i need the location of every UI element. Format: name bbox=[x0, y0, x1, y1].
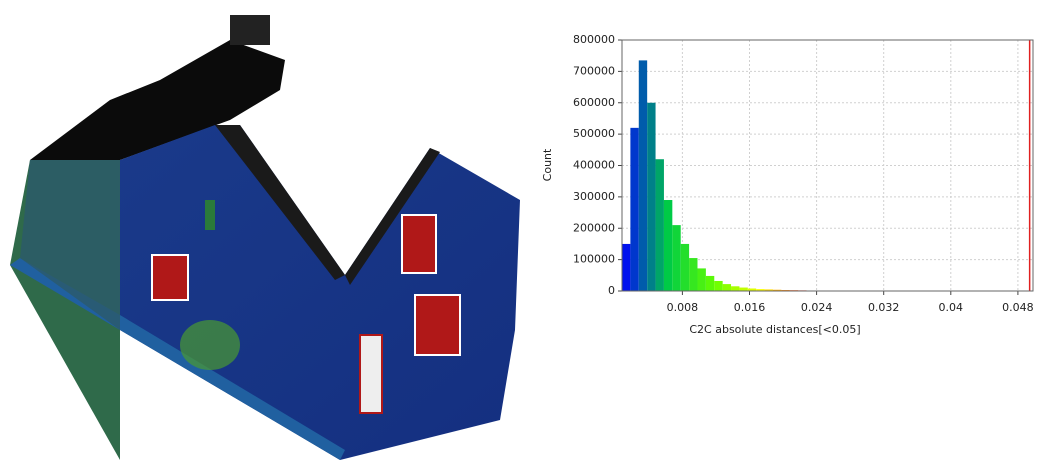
histogram-bar bbox=[731, 286, 739, 291]
y-tick-label: 100000 bbox=[573, 253, 615, 266]
histogram-bar bbox=[689, 258, 697, 291]
y-tick-label: 400000 bbox=[573, 159, 615, 172]
histogram-bar bbox=[630, 128, 638, 291]
y-tick-label: 300000 bbox=[573, 190, 615, 203]
histogram-bar bbox=[672, 225, 680, 291]
window bbox=[152, 255, 188, 300]
histogram-bar bbox=[706, 276, 714, 291]
window bbox=[360, 335, 382, 413]
page: {"chart_data": {"type": "histogram", "x_… bbox=[0, 0, 1040, 464]
chimney bbox=[230, 15, 270, 45]
x-tick-label: 0.04 bbox=[939, 301, 964, 314]
y-tick-label: 200000 bbox=[573, 221, 615, 234]
vegetation bbox=[180, 320, 240, 370]
histogram-bar bbox=[697, 268, 705, 291]
histogram-bar bbox=[647, 103, 655, 291]
histogram-bar bbox=[639, 60, 647, 291]
x-tick-label: 0.016 bbox=[734, 301, 766, 314]
figure: Count C2C absolute distances[<0.05] 0 100… bbox=[0, 0, 1040, 464]
histogram-bar bbox=[664, 200, 672, 291]
histogram-bar bbox=[723, 284, 731, 291]
x-tick-label: 0.024 bbox=[801, 301, 833, 314]
x-axis-label: C2C absolute distances[<0.05] bbox=[689, 323, 860, 336]
y-tick-label: 800000 bbox=[573, 33, 615, 46]
x-tick-label: 0.032 bbox=[868, 301, 900, 314]
point-cloud-image bbox=[10, 15, 520, 460]
window bbox=[402, 215, 436, 273]
histogram-bar bbox=[656, 159, 664, 291]
histogram-bar bbox=[739, 288, 747, 291]
histogram-bar bbox=[622, 244, 630, 291]
y-tick-label: 700000 bbox=[573, 64, 615, 77]
y-tick-label: 0 bbox=[608, 284, 615, 297]
histogram-bar bbox=[681, 244, 689, 291]
histogram-bar bbox=[714, 281, 722, 291]
window bbox=[415, 295, 460, 355]
window bbox=[205, 200, 215, 230]
x-tick-label: 0.048 bbox=[1002, 301, 1034, 314]
x-tick-label: 0.008 bbox=[667, 301, 699, 314]
y-tick-label: 600000 bbox=[573, 96, 615, 109]
histogram-chart: Count C2C absolute distances[<0.05] 0 100… bbox=[541, 33, 1034, 336]
y-tick-label: 500000 bbox=[573, 127, 615, 140]
y-axis-label: Count bbox=[541, 148, 554, 181]
